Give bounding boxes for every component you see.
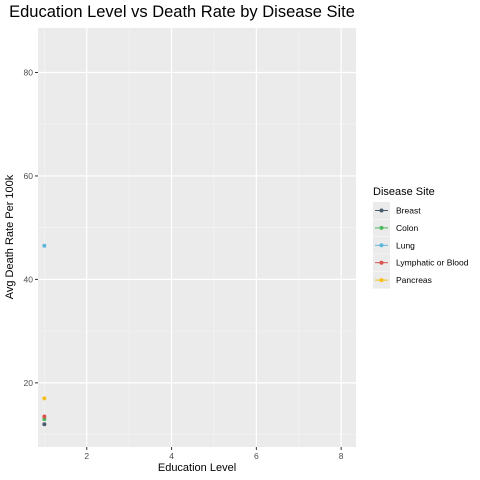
x-tick-label: 8 [339,451,344,461]
x-tick-label: 6 [254,451,259,461]
chart-title: Education Level vs Death Rate by Disease… [9,3,355,21]
legend-title: Disease Site [373,186,435,198]
legend-label: Pancreas [396,275,432,285]
y-tick-label: 60 [24,171,34,181]
x-tick-label: 4 [169,451,174,461]
x-axis-title: Education Level [158,462,236,474]
data-point [42,396,47,401]
legend-label: Breast [396,206,421,216]
y-axis-title: Avg Death Rate Per 100k [4,174,16,299]
legend-key-point [379,260,384,265]
legend-key-point [379,243,384,248]
legend-label: Colon [396,223,418,233]
legend-label: Lymphatic or Blood [396,258,469,268]
y-tick-label: 20 [24,378,34,388]
legend-label: Lung [396,240,415,250]
y-tick-label: 80 [24,67,34,77]
legend: Breast Colon Lung Lymphatic or Blood Pancrea… [373,202,469,289]
y-tick-label: 40 [24,274,34,284]
legend-key-point [379,278,384,283]
minor-gridlines [38,28,356,447]
legend-key-point [379,208,384,213]
plot-panel [38,28,356,447]
data-point [42,414,47,419]
major-gridlines [38,28,356,447]
legend-key-point [379,225,384,230]
data-point [42,422,47,427]
data-points [42,243,47,427]
axis-ticks: 2 4 6 8 20 40 60 80 [24,67,344,461]
data-point [42,243,47,248]
x-tick-label: 2 [84,451,89,461]
